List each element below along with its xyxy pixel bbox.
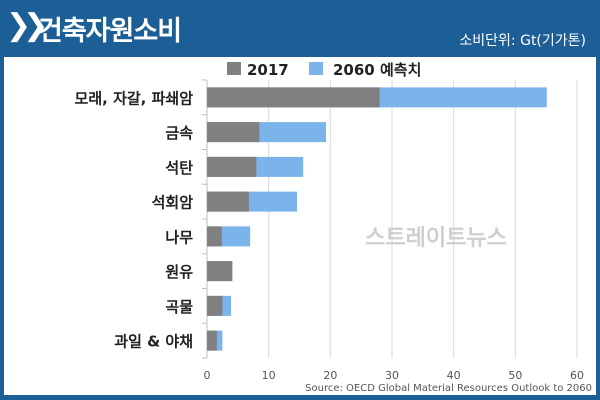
x-tick-label: 50: [508, 369, 522, 382]
legend-swatch-2060: [309, 62, 323, 75]
legend-swatch-2017: [227, 62, 241, 75]
x-tick-label: 20: [323, 369, 337, 382]
category-label: 석회암: [152, 194, 194, 212]
bar-2017: [207, 226, 222, 247]
bar-2017: [207, 295, 223, 316]
x-tick-label: 40: [447, 369, 461, 382]
category-label: 모래, 자갈, 파쇄암: [75, 89, 194, 107]
page-title: 건축자원소비: [38, 16, 182, 47]
legend-label: 2060 예측치: [333, 61, 421, 79]
category-label: 곡물: [165, 298, 193, 316]
bar-2017: [207, 191, 249, 212]
x-tick-label: 30: [385, 369, 399, 382]
chart-panel: [4, 57, 596, 395]
source-note: Source: OECD Global Material Resources O…: [305, 383, 592, 394]
x-tick-label: 0: [204, 369, 211, 382]
watermark: 스트레이트뉴스: [365, 226, 507, 251]
unit-label: 소비단위: Gt(기가톤): [459, 33, 586, 49]
bar-2017: [207, 156, 257, 177]
header: ❯❯ 건축자원소비 소비단위: Gt(기가톤): [0, 0, 600, 57]
category-label: 나무: [165, 228, 193, 246]
x-tick-label: 10: [262, 369, 276, 382]
bar-2017: [207, 122, 260, 143]
category-label: 원유: [165, 263, 193, 281]
category-label: 석탄: [165, 159, 193, 177]
bar-2017: [207, 261, 233, 282]
x-tick-label: 60: [570, 369, 584, 382]
legend-label: 2017: [247, 61, 289, 79]
bar-2017: [207, 87, 380, 108]
category-label: 금속: [165, 124, 193, 142]
category-label: 과일 & 야채: [114, 333, 193, 351]
bar-2017: [207, 330, 217, 351]
